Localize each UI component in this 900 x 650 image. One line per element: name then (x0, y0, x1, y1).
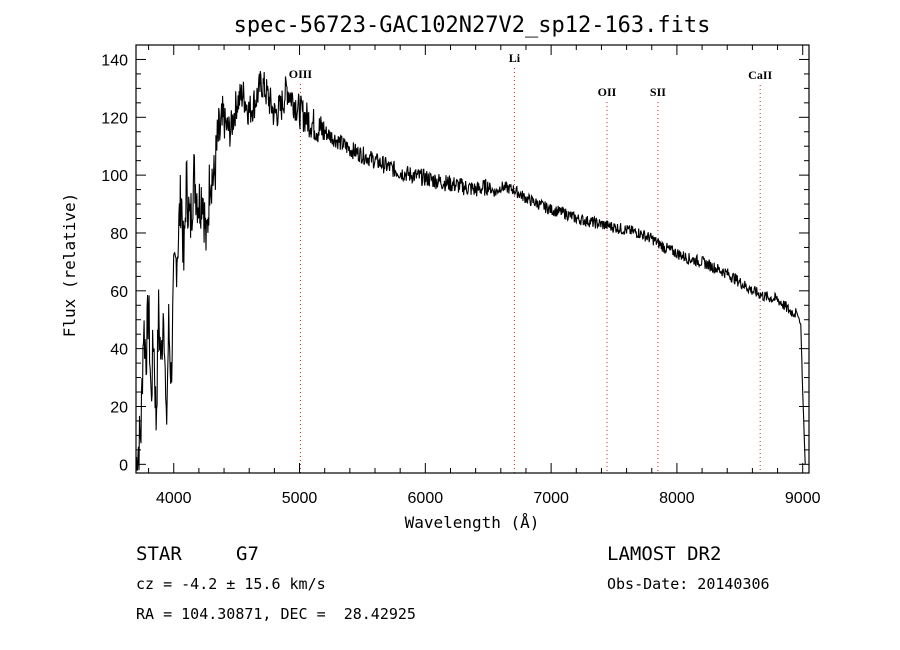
x-tick-label: 6000 (408, 490, 444, 507)
spectrum-line (135, 71, 806, 471)
x-tick-label: 4000 (156, 490, 192, 507)
y-tick-label: 140 (101, 52, 128, 69)
line-marker-label: OIII (289, 67, 313, 81)
line-marker-label: SII (650, 85, 666, 99)
redshift-velocity: cz = -4.2 ± 15.6 km/s (136, 575, 326, 593)
y-tick-label: 40 (110, 342, 128, 359)
line-marker-label: OII (598, 85, 617, 99)
chart-title: spec-56723-GAC102N27V2_sp12-163.fits (234, 13, 711, 38)
x-tick-label: 5000 (282, 490, 318, 507)
y-tick-label: 120 (101, 110, 128, 127)
axis-ticks: 4000 5000 6000 7000 8000 9000 0 20 40 60 80 100 120 1… (101, 45, 821, 507)
x-tick-label: 8000 (659, 490, 695, 507)
object-type: STAR (136, 543, 182, 565)
line-marker-label: CaII (748, 68, 772, 82)
y-tick-label: 60 (110, 284, 128, 301)
survey-release: LAMOST DR2 (607, 543, 721, 565)
observation-date: Obs-Date: 20140306 (607, 575, 770, 593)
y-tick-label: 20 (110, 399, 128, 416)
x-tick-label: 9000 (785, 490, 821, 507)
x-tick-label: 7000 (533, 490, 569, 507)
x-axis-label: Wavelength (Å) (405, 513, 540, 532)
y-axis-label: Flux (relative) (60, 193, 79, 338)
object-subclass: G7 (236, 543, 259, 565)
line-marker-label: Li (509, 51, 521, 65)
y-tick-label: 80 (110, 226, 128, 243)
sky-coordinates: RA = 104.30871, DEC = 28.42925 (136, 605, 416, 623)
y-tick-label: 0 (119, 457, 128, 474)
emission-line-markers: OIII Li OII SII CaII (289, 51, 773, 473)
plot-frame (135, 44, 810, 474)
y-tick-label: 100 (101, 168, 128, 185)
